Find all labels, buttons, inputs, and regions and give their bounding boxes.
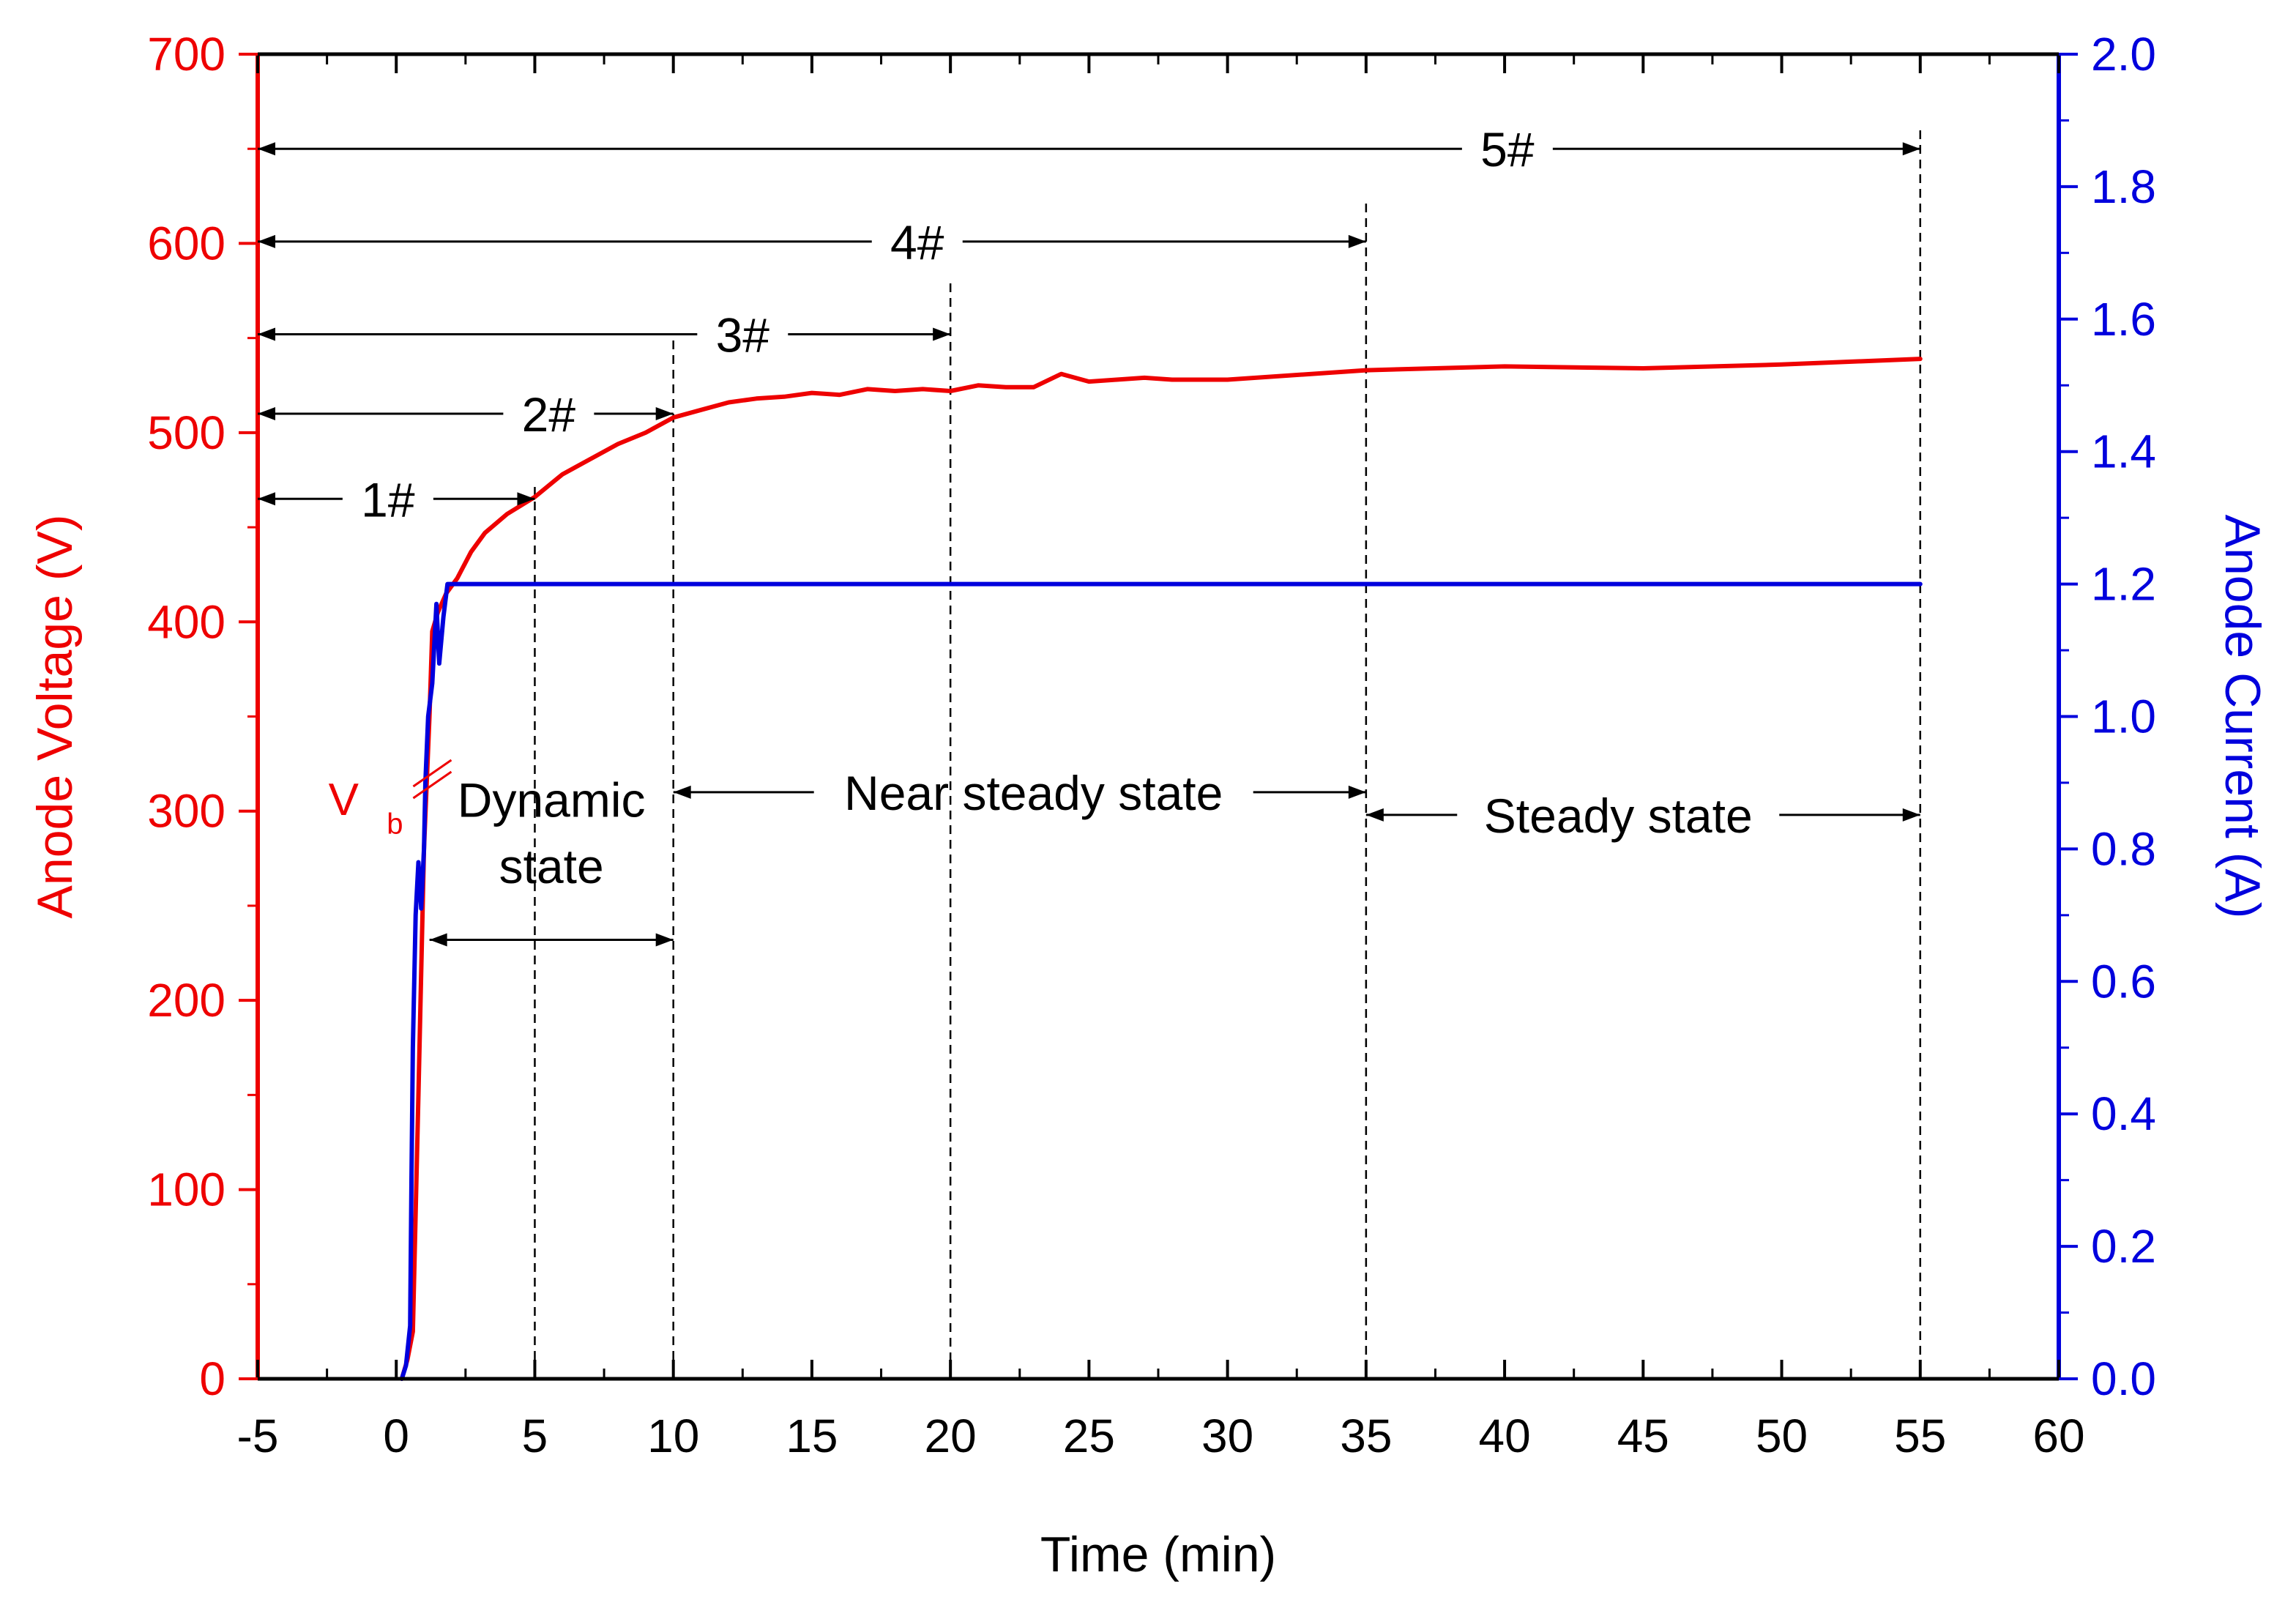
span-arrow-head <box>1902 142 1920 156</box>
span-arrow-head <box>258 234 275 248</box>
breakdown-label: V <box>329 775 359 825</box>
y-right-tick-label: 0.8 <box>2091 822 2156 875</box>
y-right-tick-label: 0.6 <box>2091 955 2156 1008</box>
state-arrow-head <box>1348 785 1366 799</box>
sample-span-label: 4# <box>890 215 944 269</box>
sample-span-label: 1# <box>361 472 415 526</box>
y-right-axis-title: Anode Current (A) <box>2215 515 2270 919</box>
x-tick-label: 55 <box>1894 1410 1946 1462</box>
x-tick-label: 0 <box>383 1410 409 1462</box>
y-left-tick-label: 500 <box>147 406 225 459</box>
state-label: Steady state <box>1484 789 1753 843</box>
series-layer <box>399 357 1923 1381</box>
y-left-tick-label: 400 <box>147 595 225 648</box>
x-tick-label: 35 <box>1340 1410 1392 1462</box>
span-arrow-head <box>1348 234 1366 248</box>
state-arrow-head <box>429 933 447 947</box>
y-right-tick-label: 0.0 <box>2091 1352 2156 1405</box>
y-left-tick-label: 600 <box>147 217 225 269</box>
sample-span-label: 5# <box>1480 122 1535 176</box>
x-tick-label: 60 <box>2032 1410 2084 1462</box>
span-arrow-head <box>258 492 275 506</box>
y-left-tick-label: 700 <box>147 28 225 81</box>
y-right-tick-label: 2.0 <box>2091 28 2156 81</box>
span-arrow-head <box>655 407 674 421</box>
y-left-tick-label: 300 <box>147 785 225 838</box>
marker-lines-layer <box>534 130 1922 1379</box>
state-arrow-head <box>1365 808 1384 822</box>
x-tick-label: 50 <box>1756 1410 1808 1462</box>
x-tick-label: 25 <box>1063 1410 1115 1462</box>
y-left-tick-label: 0 <box>199 1352 225 1405</box>
y-left-tick-label: 200 <box>147 974 225 1027</box>
span-arrow-head <box>517 492 535 506</box>
y-right-tick-label: 1.8 <box>2091 160 2156 213</box>
x-tick-label: 40 <box>1478 1410 1530 1462</box>
y-left-tick-label: 100 <box>147 1164 225 1216</box>
state-label: Near steady state <box>844 766 1223 820</box>
y-right-tick-label: 1.4 <box>2091 425 2156 478</box>
x-tick-label: 30 <box>1201 1410 1253 1462</box>
breakdown-tick <box>412 770 452 800</box>
sample-span-label: 2# <box>522 387 576 442</box>
x-tick-label: -5 <box>237 1410 279 1462</box>
y-right-tick-label: 1.0 <box>2091 691 2156 743</box>
breakdown-tick <box>412 759 452 788</box>
x-tick-label: 15 <box>786 1410 838 1462</box>
y-right-tick-label: 1.6 <box>2091 293 2156 346</box>
state-arrow-head <box>1902 808 1920 822</box>
span-arrow-head <box>258 142 275 156</box>
x-tick-label: 5 <box>522 1410 548 1462</box>
state-arrow-head <box>655 933 674 947</box>
annotations-layer: 1# 2# 3# 4# 5# Dynamic state Near steady state S… <box>258 122 1920 947</box>
sample-span-label: 3# <box>716 308 770 362</box>
state-label-line1: Dynamic <box>458 773 646 827</box>
y-right-tick-label: 1.2 <box>2091 558 2156 611</box>
y-right-tick-label: 0.2 <box>2091 1220 2156 1273</box>
current-series-line <box>399 581 1923 1381</box>
state-arrow-head <box>673 785 691 799</box>
state-label-line2: state <box>499 839 604 893</box>
x-tick-label: 10 <box>647 1410 699 1462</box>
x-tick-label: 20 <box>925 1410 977 1462</box>
breakdown-subscript: b <box>387 808 403 841</box>
axes-layer: -5 0 5 10 15 20 25 30 35 40 45 50 55 6001002003004005… <box>27 28 2270 1582</box>
span-arrow-head <box>933 327 951 341</box>
x-tick-label: 45 <box>1617 1410 1669 1462</box>
span-arrow-head <box>258 327 275 341</box>
span-arrow-head <box>258 407 275 421</box>
y-right-tick-label: 0.4 <box>2091 1087 2156 1140</box>
y-left-axis-title: Anode Voltage (V) <box>27 515 83 919</box>
voltage-series-line <box>399 357 1923 1381</box>
x-axis-title: Time (min) <box>1040 1527 1276 1582</box>
